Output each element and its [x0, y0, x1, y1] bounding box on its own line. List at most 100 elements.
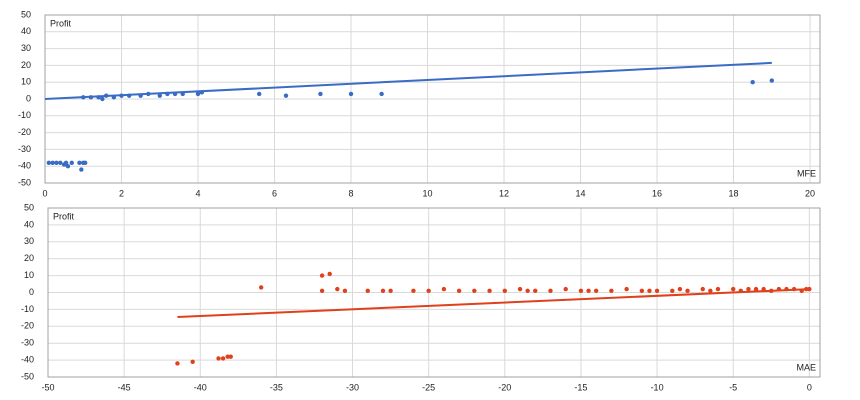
point	[685, 288, 690, 294]
y-tick-label: -30	[18, 144, 31, 154]
y-tick-label: -10	[18, 110, 31, 120]
x-tick-label: -25	[422, 382, 435, 392]
x-tick-label: 6	[272, 188, 277, 198]
y-tick-label: 30	[21, 43, 31, 53]
point	[228, 354, 233, 359]
trend-line	[177, 288, 810, 319]
point	[175, 361, 180, 366]
y-tick-label: 0	[26, 93, 31, 103]
x-tick-label: 16	[652, 188, 662, 198]
x-tick-label: 4	[196, 188, 201, 198]
point	[807, 286, 812, 292]
point	[731, 286, 736, 292]
point	[342, 288, 348, 294]
point	[180, 91, 185, 97]
point	[216, 356, 221, 361]
point	[79, 167, 84, 172]
point	[318, 91, 323, 97]
y-axis-label: Profit	[53, 211, 75, 221]
point	[593, 288, 599, 294]
point	[456, 288, 462, 294]
y-tick-label: 20	[24, 253, 34, 263]
point	[100, 96, 105, 102]
point	[746, 286, 751, 292]
point	[548, 288, 553, 294]
y-tick-label: 50	[24, 202, 34, 212]
point	[804, 286, 809, 292]
point	[769, 78, 775, 83]
point	[138, 93, 143, 98]
y-tick-label: 40	[21, 26, 31, 36]
point	[379, 91, 384, 97]
y-tick-label: -20	[18, 127, 31, 137]
y-tick-label: -40	[18, 161, 31, 171]
point	[715, 286, 721, 292]
point	[319, 288, 325, 294]
point	[750, 80, 755, 85]
x-axis-label: MFE	[797, 168, 816, 178]
point	[172, 91, 178, 97]
y-tick-label: 10	[21, 77, 31, 87]
x-axis-label: MAE	[796, 362, 816, 372]
point	[104, 93, 109, 98]
point	[165, 91, 170, 97]
x-tick-label: -40	[194, 382, 207, 392]
point	[639, 288, 645, 294]
point	[54, 160, 59, 166]
x-tick-label: 14	[576, 188, 586, 198]
point	[753, 286, 759, 292]
y-tick-label: -40	[21, 354, 34, 364]
point	[319, 273, 325, 278]
x-tick-label: -20	[498, 382, 511, 392]
point	[708, 288, 713, 294]
point	[225, 354, 230, 359]
plot-border	[47, 207, 821, 378]
point	[799, 288, 804, 294]
point	[111, 95, 117, 100]
point	[517, 286, 523, 292]
point	[46, 160, 52, 166]
point	[784, 286, 789, 292]
point	[388, 288, 393, 294]
point	[426, 288, 431, 294]
x-tick-label: 0	[807, 382, 812, 392]
point	[441, 286, 447, 292]
point	[146, 91, 151, 97]
point	[738, 288, 744, 294]
point	[578, 288, 584, 294]
y-tick-label: 50	[21, 9, 31, 19]
point	[365, 288, 370, 294]
point	[88, 95, 94, 100]
x-tick-label: 2	[119, 188, 124, 198]
point	[670, 288, 675, 294]
x-tick-label: -45	[118, 382, 131, 392]
point	[63, 160, 69, 166]
point	[472, 288, 477, 294]
point	[119, 93, 124, 98]
y-tick-label: -10	[21, 304, 34, 314]
point	[69, 160, 74, 166]
point	[65, 164, 71, 169]
point	[283, 93, 289, 98]
point	[502, 288, 508, 294]
y-tick-label: 10	[24, 270, 34, 280]
point	[624, 286, 629, 292]
point	[126, 93, 132, 98]
x-tick-label: -15	[574, 382, 587, 392]
y-tick-label: 0	[29, 287, 34, 297]
y-tick-label: 20	[21, 60, 31, 70]
x-tick-label: 0	[42, 188, 47, 198]
point	[190, 359, 195, 364]
point	[195, 91, 201, 97]
x-tick-label: 8	[349, 188, 354, 198]
x-tick-label: -5	[729, 382, 737, 392]
point	[586, 288, 591, 294]
point	[791, 286, 797, 292]
point	[533, 288, 538, 294]
point	[157, 93, 162, 98]
y-tick-label: -50	[21, 371, 34, 381]
y-tick-label: -30	[21, 338, 34, 348]
x-tick-label: -35	[270, 382, 283, 392]
point	[258, 285, 264, 290]
